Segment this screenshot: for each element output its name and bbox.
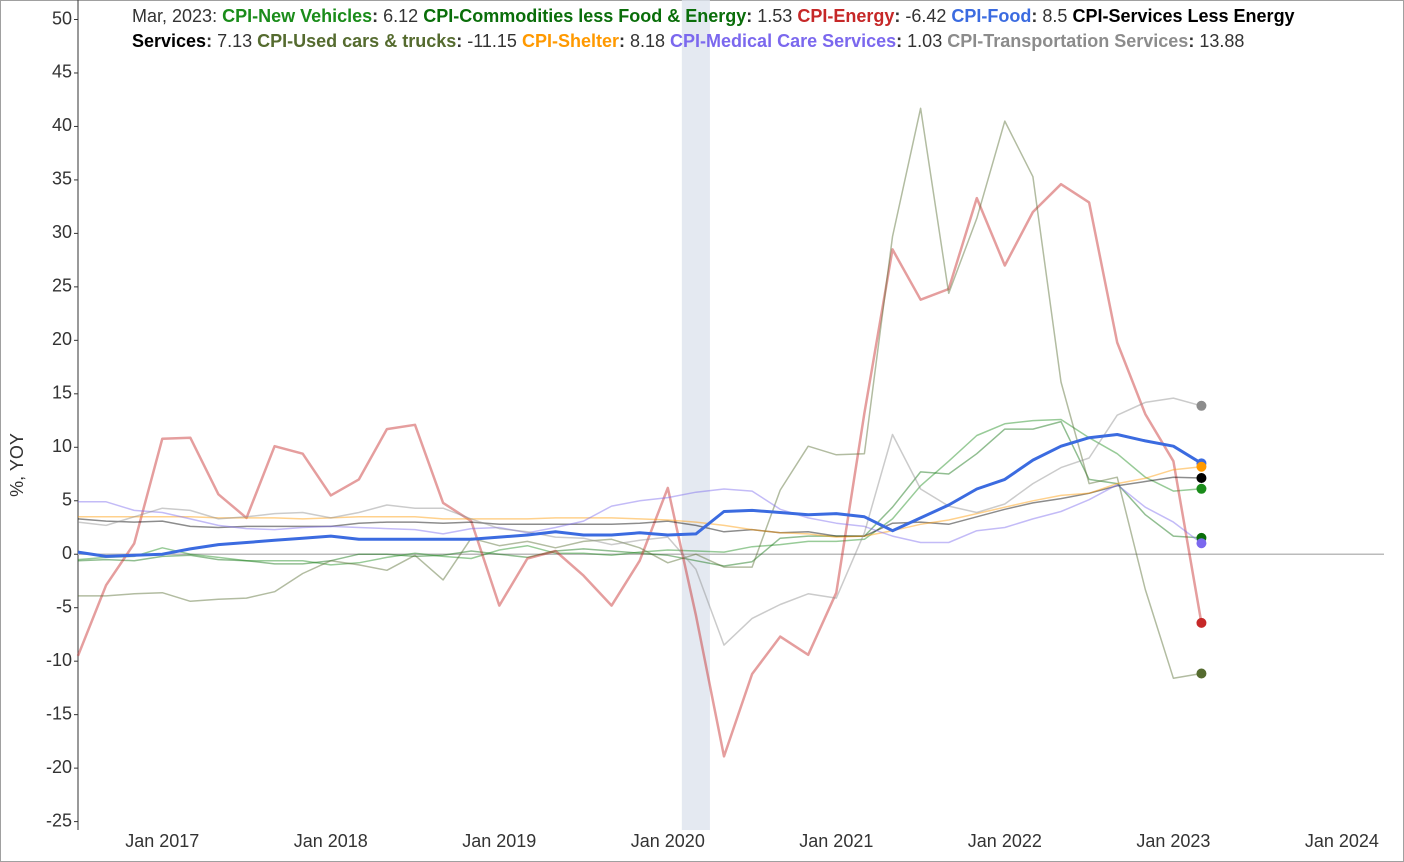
y-tick-label: -25 — [46, 810, 72, 830]
series-line — [78, 466, 1202, 538]
series-line — [77, 476, 1202, 537]
y-axis-label: %, YOY — [7, 433, 27, 497]
end-point — [1196, 538, 1207, 549]
x-tick-label: Jan 2019 — [462, 831, 536, 851]
legend-name: CPI-Shelter — [522, 31, 630, 51]
x-tick-label: Jan 2017 — [125, 831, 199, 851]
y-tick-label: -20 — [46, 757, 72, 777]
end-point — [1196, 617, 1207, 628]
series-line — [77, 433, 1203, 558]
legend-value: 1.03 — [907, 30, 943, 51]
legend-header: Mar, 2023CPI-New Vehicles6.12CPI-Commodi… — [132, 4, 1332, 53]
series-line — [78, 107, 1202, 680]
end-point — [1196, 472, 1207, 483]
x-tick-label: Jan 2022 — [968, 831, 1042, 851]
y-tick-label: 15 — [52, 383, 72, 403]
series-line — [76, 182, 1203, 758]
series-line — [78, 483, 1202, 544]
legend-value: 6.12 — [383, 6, 419, 26]
y-tick-label: 30 — [52, 222, 72, 242]
legend-name: CPI-Energy — [797, 6, 905, 26]
x-tick-label: Jan 2023 — [1136, 831, 1210, 851]
y-tick-label: -10 — [46, 650, 72, 670]
legend-value: 8.5 — [1042, 6, 1068, 26]
series-line — [77, 418, 1202, 566]
y-tick-label: -15 — [46, 703, 72, 723]
series-line — [77, 420, 1202, 567]
end-point — [1196, 461, 1207, 472]
y-tick-label: -5 — [56, 596, 72, 616]
x-tick-label: Jan 2021 — [799, 831, 873, 851]
y-tick-label: 5 — [62, 490, 72, 510]
legend-name: CPI-Commodities less Food & Energy — [423, 6, 757, 26]
y-tick-label: 35 — [52, 169, 72, 189]
end-point — [1196, 400, 1207, 411]
end-point — [1196, 483, 1207, 494]
y-tick-label: 0 — [62, 543, 72, 563]
series-line — [77, 397, 1202, 646]
recession-band — [681, 0, 710, 830]
legend-name: CPI-Food — [951, 6, 1042, 26]
legend-value: 1.53 — [757, 6, 793, 26]
legend-name: CPI-Transportation Services — [947, 31, 1199, 51]
y-tick-label: 25 — [52, 276, 72, 296]
x-tick-label: Jan 2024 — [1305, 831, 1379, 851]
y-tick-label: 50 — [52, 8, 72, 28]
legend-name: CPI-Medical Care Services — [670, 31, 907, 51]
legend-value: -6.42 — [905, 6, 947, 26]
x-tick-label: Jan 2020 — [631, 831, 705, 851]
legend-value: 7.13 — [217, 30, 253, 51]
x-tick-label: Jan 2018 — [294, 831, 368, 851]
y-tick-label: 40 — [52, 115, 72, 135]
legend-value: 8.18 — [629, 30, 666, 51]
legend-value: 13.88 — [1199, 30, 1245, 51]
header-date: Mar, 2023 — [132, 6, 222, 26]
y-tick-label: 10 — [52, 436, 72, 456]
legend-value: -11.15 — [467, 30, 517, 51]
y-tick-label: 20 — [52, 329, 72, 349]
legend-name: CPI-New Vehicles — [222, 6, 383, 26]
y-tick-label: 45 — [52, 62, 72, 82]
legend-name: CPI-Used cars & trucks — [257, 31, 467, 51]
end-point — [1196, 668, 1207, 679]
